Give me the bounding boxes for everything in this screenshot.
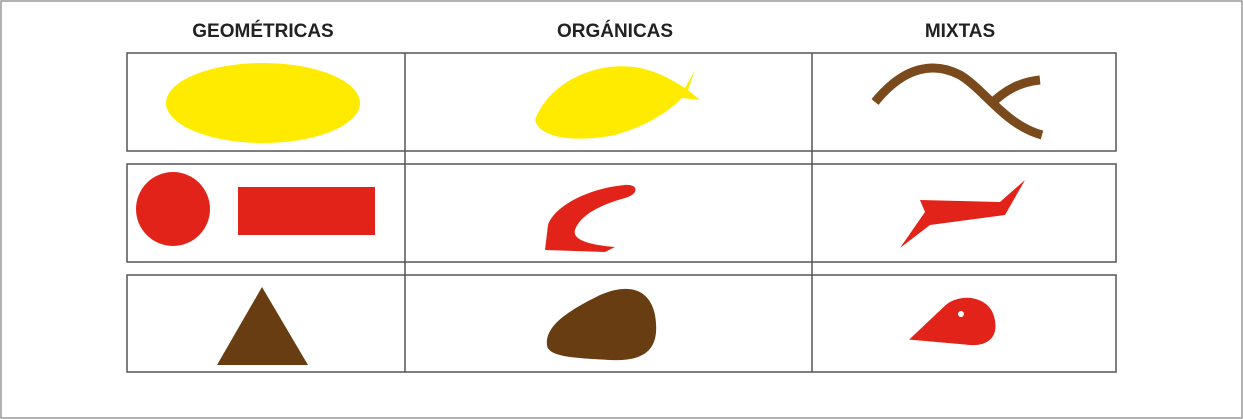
ellipse xyxy=(166,63,360,143)
fish xyxy=(535,66,700,139)
teardrop xyxy=(906,296,997,347)
hook xyxy=(545,184,636,252)
parallelogram xyxy=(900,180,1025,248)
circle xyxy=(136,172,210,246)
grid xyxy=(126,52,1117,373)
wave xyxy=(871,63,1044,140)
triangle xyxy=(217,287,308,365)
blob xyxy=(546,288,657,361)
column-header: GEOMÉTRICAS xyxy=(192,20,333,42)
eye xyxy=(958,311,964,317)
column-header: MIXTAS xyxy=(925,21,995,42)
column-header: ORGÁNICAS xyxy=(557,20,673,42)
rectangle xyxy=(238,187,375,235)
